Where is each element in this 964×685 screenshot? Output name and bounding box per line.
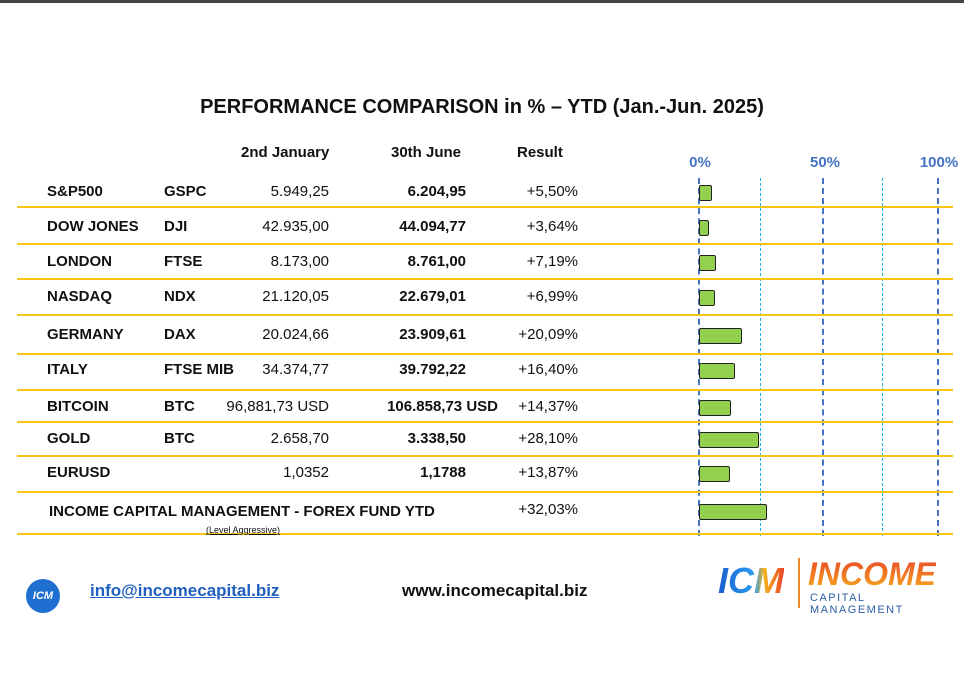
logo-capital-management: CAPITAL MANAGEMENT [810, 592, 904, 616]
fund-level: (Level Aggressive) [206, 525, 281, 535]
row-start-value: 42.935,00 [262, 218, 329, 235]
row-end-value: 44.094,77 [399, 218, 466, 235]
row-result: +20,09% [518, 326, 578, 343]
row-end-value: 39.792,22 [399, 361, 466, 378]
row-separator [17, 533, 953, 535]
page-title: PERFORMANCE COMPARISON in % – YTD (Jan.-… [200, 96, 764, 118]
performance-bar [699, 255, 716, 271]
axis-label-100: 100% [919, 154, 959, 171]
row-end-value: 106.858,73 USD [387, 398, 498, 415]
logo-income: INCOME [808, 556, 936, 592]
row-end-value: 22.679,01 [399, 288, 466, 305]
row-name: LONDON [47, 253, 112, 270]
company-logo: ICM INCOME CAPITAL MANAGEMENT [716, 556, 956, 616]
performance-bar [699, 185, 713, 201]
fund-performance-bar [699, 504, 768, 520]
performance-bar [699, 328, 743, 344]
axis-label-50: 50% [809, 154, 841, 171]
row-start-value: 34.374,77 [262, 361, 329, 378]
row-name: BITCOIN [47, 398, 109, 415]
row-name: DOW JONES [47, 218, 139, 235]
logo-icm: ICM [718, 560, 784, 601]
row-ticker: BTC [164, 430, 195, 447]
row-start-value: 1,0352 [283, 464, 329, 481]
gridline-0 [698, 178, 700, 536]
row-separator [17, 206, 953, 208]
fund-result: +32,03% [518, 501, 578, 518]
row-end-value: 23.909,61 [399, 326, 466, 343]
row-end-value: 6.204,95 [407, 183, 466, 200]
gridline-50 [822, 178, 824, 536]
icm-logo-icon: ICM [26, 579, 60, 613]
row-start-value: 2.658,70 [270, 430, 329, 447]
header-start: 2nd January [241, 144, 330, 161]
row-end-value: 3.338,50 [407, 430, 466, 447]
gridline-100 [937, 178, 939, 536]
axis-label-0: 0% [689, 154, 711, 171]
row-end-value: 8.761,00 [407, 253, 466, 270]
performance-bar [699, 220, 709, 236]
row-separator [17, 455, 953, 457]
row-separator [17, 243, 953, 245]
row-start-value: 21.120,05 [262, 288, 329, 305]
fund-name: INCOME CAPITAL MANAGEMENT - FOREX FUND Y… [49, 503, 435, 520]
gridline-75 [882, 178, 883, 536]
row-separator [17, 491, 953, 493]
row-start-value: 8.173,00 [270, 253, 329, 270]
row-result: +5,50% [526, 183, 578, 200]
row-name: S&P500 [47, 183, 103, 200]
row-name: GOLD [47, 430, 91, 447]
row-ticker: NDX [164, 288, 196, 305]
row-ticker: BTC [164, 398, 195, 415]
header-result: Result [517, 144, 563, 161]
row-name: ITALY [47, 361, 88, 378]
row-result: +16,40% [518, 361, 578, 378]
row-start-value: 96,881,73 USD [226, 398, 329, 415]
performance-bar [699, 466, 730, 482]
row-result: +7,19% [526, 253, 578, 270]
performance-bar [699, 363, 735, 379]
row-separator [17, 278, 953, 280]
row-ticker: FTSE MIB [164, 361, 234, 378]
row-ticker: FTSE [164, 253, 203, 270]
row-result: +14,37% [518, 398, 578, 415]
row-result: +6,99% [526, 288, 578, 305]
gridline-25 [760, 178, 761, 536]
row-start-value: 5.949,25 [270, 183, 329, 200]
row-name: NASDAQ [47, 288, 113, 305]
row-start-value: 20.024,66 [262, 326, 329, 343]
row-name: GERMANY [47, 326, 124, 343]
row-ticker: DAX [164, 326, 196, 343]
row-separator [17, 314, 953, 316]
row-ticker: DJI [164, 218, 188, 235]
row-result: +28,10% [518, 430, 578, 447]
row-ticker: GSPC [164, 183, 207, 200]
top-border [0, 0, 964, 3]
header-end: 30th June [391, 144, 462, 161]
row-result: +3,64% [526, 218, 578, 235]
row-result: +13,87% [518, 464, 578, 481]
performance-bar [699, 290, 716, 306]
row-name: EURUSD [47, 464, 111, 481]
icm-icon-text: ICM [32, 590, 54, 602]
row-separator [17, 353, 953, 355]
row-end-value: 1,1788 [420, 464, 466, 481]
email-link[interactable]: info@incomecapital.biz [90, 581, 280, 600]
row-separator [17, 389, 953, 391]
performance-bar [699, 400, 731, 416]
logo-divider [798, 558, 800, 608]
performance-bar [699, 432, 759, 448]
website-text: www.incomecapital.biz [402, 581, 588, 600]
row-separator [17, 421, 953, 423]
